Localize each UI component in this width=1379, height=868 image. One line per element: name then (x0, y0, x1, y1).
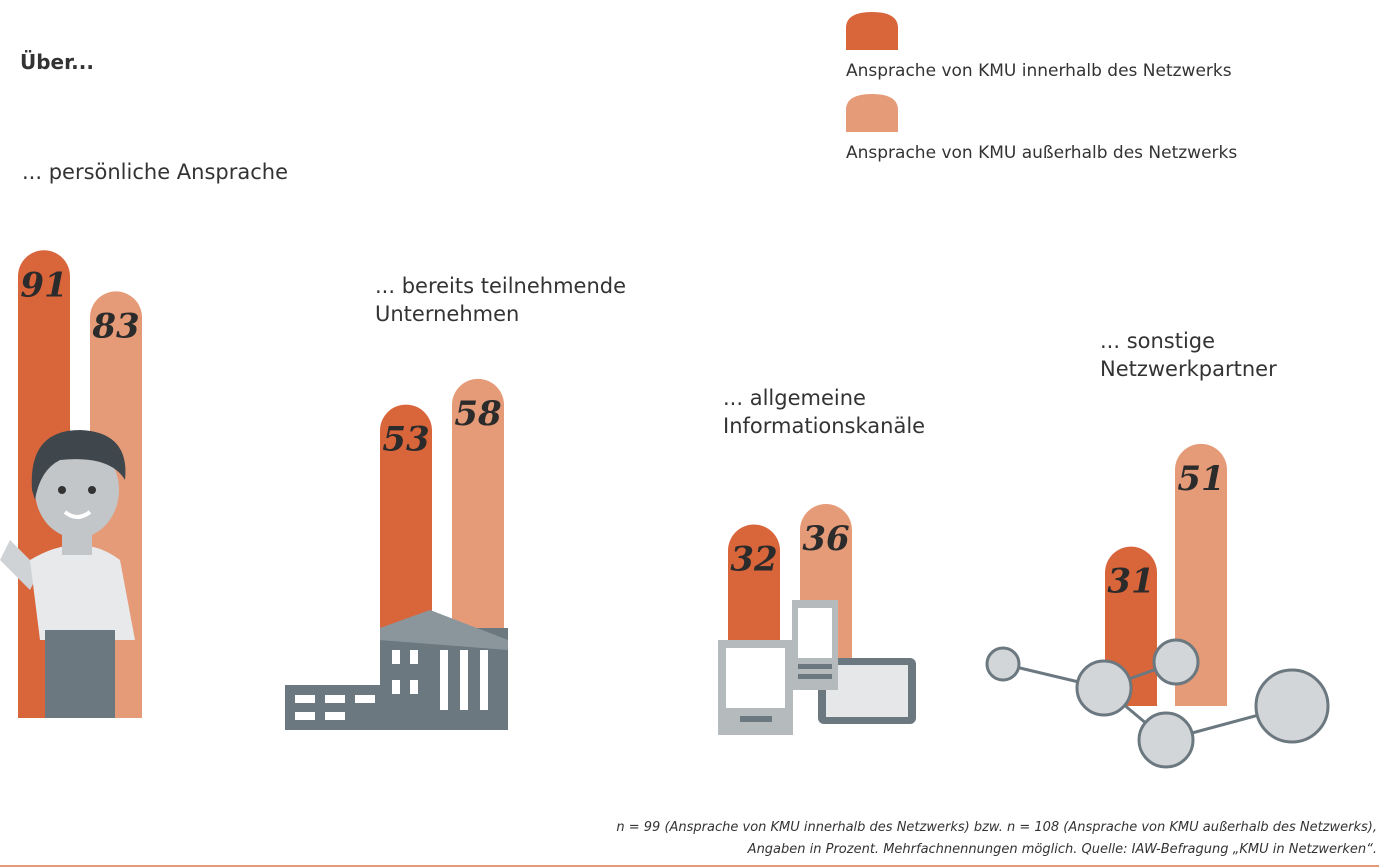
category-label: ... allgemeine Informationskanäle (723, 384, 973, 440)
category-label: ... persönliche Ansprache (22, 158, 342, 186)
chart-title: Über... (20, 48, 94, 76)
value-label: 91 (20, 265, 67, 305)
page: 91 83 53 58 32 36 31 51 Ansprache von KMU inner… (0, 0, 1379, 868)
category-label: ... bereits teilnehmende Unternehmen (375, 272, 645, 328)
legend-swatch (846, 12, 898, 50)
value-label: 32 (730, 540, 777, 580)
value-label: 83 (91, 306, 139, 346)
legend-label: Ansprache von KMU außerhalb des Netzwerk… (846, 143, 1237, 163)
value-label: 53 (382, 420, 429, 460)
footnote: Angaben in Prozent. Mehrfachnennungen mö… (748, 842, 1377, 857)
chart: 91 83 53 58 32 36 31 51 Ansprache von KMU inner… (0, 0, 1379, 868)
footnote: n = 99 (Ansprache von KMU innerhalb des … (616, 820, 1377, 835)
value-label: 58 (454, 394, 501, 434)
legend-label: Ansprache von KMU innerhalb des Netzwerk… (846, 61, 1232, 81)
value-label: 31 (1107, 562, 1154, 602)
category-label: ... sonstige Netzwerkpartner (1100, 327, 1320, 383)
value-label: 36 (802, 519, 849, 559)
legend-swatch (846, 94, 898, 132)
value-label: 51 (1177, 459, 1224, 499)
